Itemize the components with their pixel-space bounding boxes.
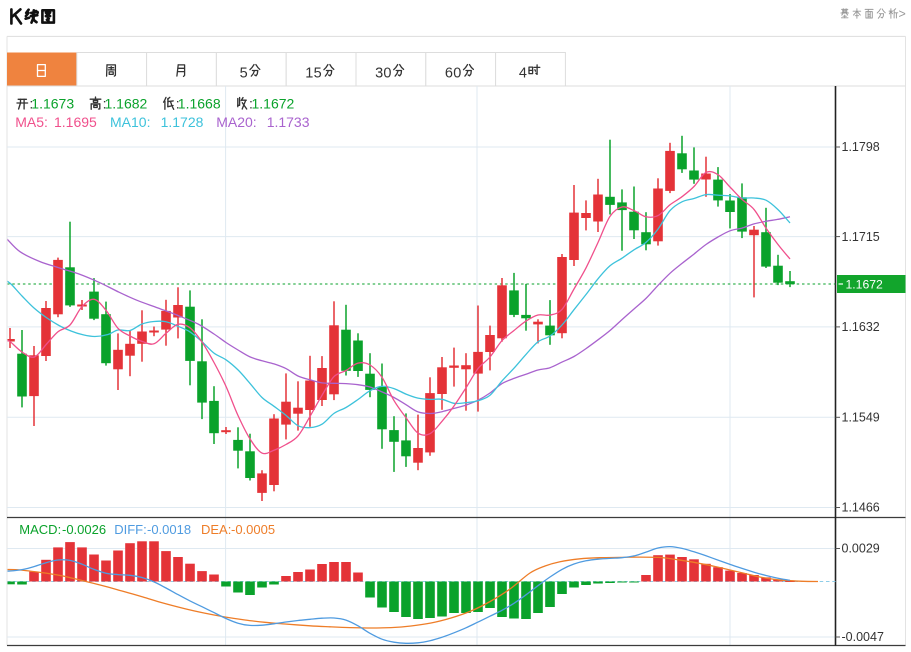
svg-text:MA20:: MA20: xyxy=(216,114,256,130)
svg-text:1: 1 xyxy=(305,65,313,81)
svg-text:-0.0018: -0.0018 xyxy=(147,522,191,537)
svg-text:1.1798: 1.1798 xyxy=(842,140,880,154)
svg-text:5: 5 xyxy=(240,65,248,81)
svg-text::: : xyxy=(249,96,253,112)
svg-text:3: 3 xyxy=(375,65,383,81)
svg-text:6: 6 xyxy=(445,65,453,81)
svg-text:-0.0047: -0.0047 xyxy=(842,630,884,644)
svg-text:1.1668: 1.1668 xyxy=(178,96,221,112)
svg-text:1.1672: 1.1672 xyxy=(252,96,295,112)
svg-text:MACD:: MACD: xyxy=(19,522,61,537)
svg-text:1.1466: 1.1466 xyxy=(842,501,880,515)
svg-text:1.1549: 1.1549 xyxy=(842,411,880,425)
svg-text:0: 0 xyxy=(453,65,461,81)
svg-text::: : xyxy=(103,96,107,112)
svg-text:MA5:: MA5: xyxy=(15,114,48,130)
svg-text:4: 4 xyxy=(519,65,527,81)
svg-text:1.1695: 1.1695 xyxy=(54,114,97,130)
svg-text:1.1672: 1.1672 xyxy=(846,278,883,292)
svg-text:MA10:: MA10: xyxy=(110,114,150,130)
svg-text::: : xyxy=(29,96,33,112)
svg-text:1.1673: 1.1673 xyxy=(31,96,74,112)
svg-text:-0.0005: -0.0005 xyxy=(231,522,275,537)
svg-text:-0.0026: -0.0026 xyxy=(62,522,106,537)
svg-text:0: 0 xyxy=(383,65,391,81)
svg-text:DEA:: DEA: xyxy=(201,522,231,537)
svg-text:>: > xyxy=(899,7,906,21)
svg-text:1.1728: 1.1728 xyxy=(161,114,204,130)
svg-text:1.1632: 1.1632 xyxy=(842,320,880,334)
svg-text:1.1682: 1.1682 xyxy=(105,96,148,112)
svg-text:0.0029: 0.0029 xyxy=(842,542,880,556)
svg-text::: : xyxy=(176,96,180,112)
svg-text:1.1715: 1.1715 xyxy=(842,230,880,244)
svg-text:1.1733: 1.1733 xyxy=(267,114,310,130)
svg-text:5: 5 xyxy=(314,65,322,81)
svg-text:DIFF:: DIFF: xyxy=(114,522,147,537)
